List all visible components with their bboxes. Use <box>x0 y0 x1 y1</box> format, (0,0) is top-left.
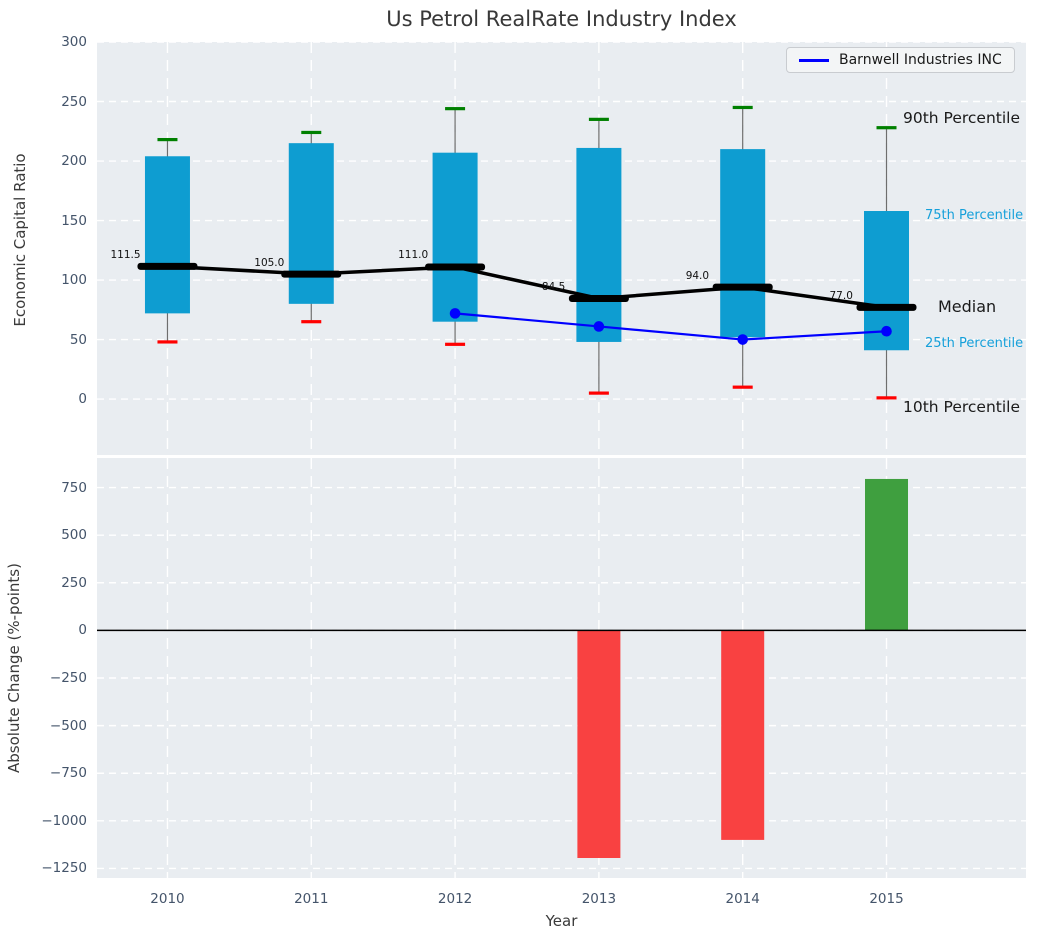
top-y-tick: 250 <box>61 93 87 110</box>
p10-cap <box>876 396 897 400</box>
percentile-bar <box>144 156 190 314</box>
legend: Barnwell Industries INC <box>786 47 1015 73</box>
change-bar <box>865 478 909 631</box>
top-plot-area <box>97 42 1026 455</box>
top-y-tick: 50 <box>69 331 87 348</box>
p90-cap <box>876 126 897 130</box>
annotation-median: Median <box>938 297 997 316</box>
median-value-label: 105.0 <box>254 256 285 269</box>
median-marker <box>712 283 773 291</box>
top-y-tick: 100 <box>61 272 87 289</box>
median-value-label: 94.0 <box>685 269 710 282</box>
bottom-y-tick: −1250 <box>41 860 87 877</box>
median-marker <box>568 294 629 302</box>
bottom-y-tick: 0 <box>78 622 87 639</box>
company-point <box>881 325 892 337</box>
change-bar <box>721 630 765 840</box>
chart-title: Us Petrol RealRate Industry Index <box>386 7 737 31</box>
bottom-y-tick: −500 <box>49 717 87 734</box>
x-tick: 2010 <box>150 891 185 907</box>
x-tick: 2011 <box>294 891 329 907</box>
bottom-y-axis-label: Absolute Change (%-points) <box>5 563 23 773</box>
p90-cap <box>301 130 322 135</box>
top-y-tick: 0 <box>78 391 87 408</box>
median-marker <box>425 263 486 271</box>
x-tick: 2015 <box>869 891 904 907</box>
p90-cap <box>445 107 466 111</box>
x-tick: 2012 <box>437 891 473 907</box>
median-marker <box>856 303 917 311</box>
x-tick: 2013 <box>581 891 617 907</box>
p10-cap <box>301 320 322 324</box>
median-line <box>167 264 887 310</box>
company-line <box>454 312 887 341</box>
bottom-y-tick: −750 <box>49 765 87 782</box>
top-plot-canvas <box>97 42 1026 455</box>
p10-cap <box>445 342 466 346</box>
legend-line-icon <box>799 58 829 62</box>
median-value-label: 111.5 <box>110 248 141 261</box>
annotation-10th-percentile: 10th Percentile <box>903 398 1021 416</box>
top-y-tick: 150 <box>61 212 87 229</box>
bottom-plot-canvas <box>97 458 1026 878</box>
x-axis-label: Year <box>545 912 578 930</box>
p10-cap <box>732 385 753 389</box>
p10-cap <box>588 391 609 395</box>
top-y-tick: 300 <box>61 34 87 50</box>
bottom-y-tick: 750 <box>61 479 87 496</box>
annotation-25th-percentile: 25th Percentile <box>925 336 1024 351</box>
percentile-bar <box>576 147 622 342</box>
annotation-90th-percentile: 90th Percentile <box>903 108 1021 127</box>
median-marker <box>281 270 342 278</box>
bottom-y-tick: −1000 <box>41 812 87 829</box>
p90-cap <box>732 105 753 110</box>
company-point <box>449 308 461 319</box>
median-value-label: 77.0 <box>829 289 853 302</box>
company-point <box>593 321 605 332</box>
median-value-label: 84.5 <box>541 280 566 293</box>
change-bar <box>577 630 621 858</box>
percentile-bar <box>432 152 478 322</box>
bottom-y-tick: −250 <box>49 670 87 686</box>
p90-cap <box>157 137 178 142</box>
bottom-plot-area <box>97 458 1026 878</box>
top-y-tick: 200 <box>61 153 87 170</box>
median-value-label: 111.0 <box>398 249 429 262</box>
x-tick: 2014 <box>725 891 760 907</box>
annotation-75th-percentile: 75th Percentile <box>925 208 1024 223</box>
p90-cap <box>588 117 609 121</box>
company-point <box>737 334 748 345</box>
bottom-y-tick: 250 <box>61 574 87 591</box>
median-marker <box>137 262 198 270</box>
p10-cap <box>157 340 178 344</box>
bottom-y-tick: 500 <box>61 527 87 544</box>
percentile-bar <box>288 143 334 304</box>
percentile-bar <box>720 149 766 338</box>
legend-label: Barnwell Industries INC <box>839 52 1002 68</box>
